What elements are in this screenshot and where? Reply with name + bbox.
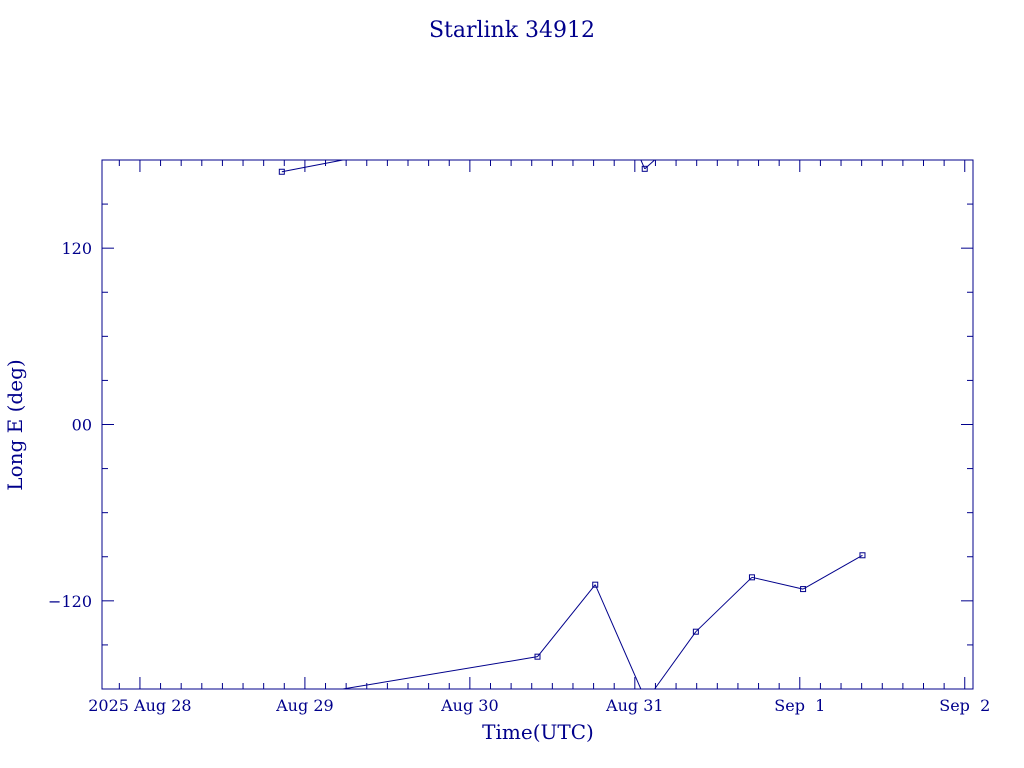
series-segment: [695, 576, 753, 633]
data-point: [692, 628, 699, 635]
data-point: [592, 581, 599, 588]
y-axis-label: Long E (deg): [3, 359, 27, 490]
axis-ticks: [102, 160, 973, 689]
y-tick-label: 120: [61, 239, 92, 258]
series-segment: [594, 584, 642, 690]
x-tick-label: Aug 31: [605, 696, 664, 715]
data-point: [641, 165, 648, 172]
series-segment: [644, 159, 655, 170]
plot-frame: [101, 159, 974, 690]
y-tick-label: 00: [72, 416, 92, 435]
x-tick-label: Sep 2: [939, 696, 990, 715]
series-segment: [654, 631, 697, 690]
series-segment: [342, 656, 538, 690]
x-tick-label: Sep 1: [774, 696, 825, 715]
x-axis-label: Time(UTC): [482, 720, 594, 744]
data-point: [278, 168, 285, 175]
series-segment: [281, 159, 343, 173]
data-point: [800, 586, 807, 593]
data-point: [748, 574, 755, 581]
y-tick-label: −120: [48, 592, 92, 611]
chart-title: Starlink 34912: [429, 18, 595, 43]
data-point: [859, 552, 866, 559]
y-tick-labels: 120 00 −120: [48, 239, 92, 611]
data-point: [534, 653, 541, 660]
series-group: [278, 159, 866, 690]
series-segment: [802, 554, 863, 590]
x-tick-labels: 2025 Aug 28 Aug 29 Aug 30 Aug 31 Sep 1 Sep 2: [88, 696, 990, 715]
series-segment: [537, 584, 596, 657]
series-segment: [640, 159, 646, 170]
series-segment: [751, 576, 804, 590]
x-tick-label: Aug 30: [440, 696, 499, 715]
x-tick-label: 2025 Aug 28: [88, 696, 191, 715]
x-tick-label: Aug 29: [275, 696, 334, 715]
